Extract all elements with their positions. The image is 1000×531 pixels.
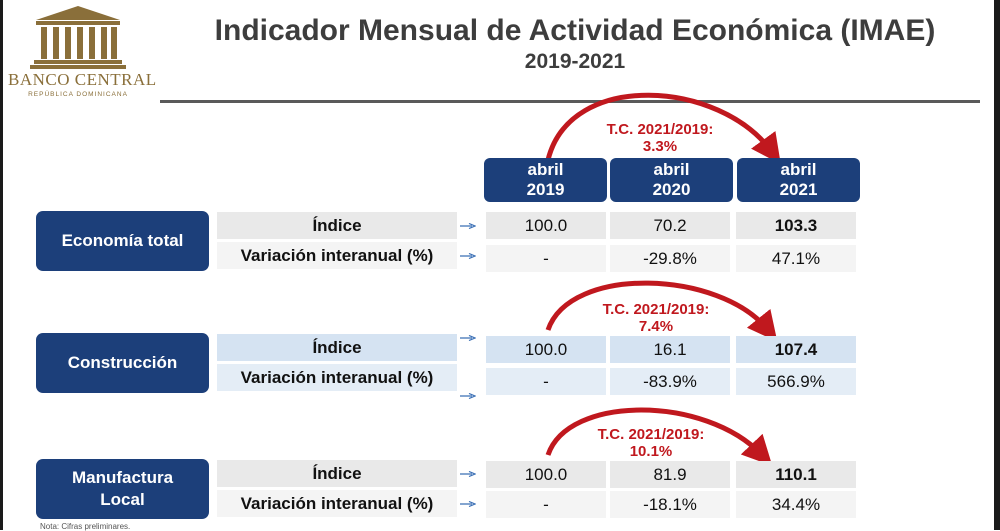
index-label: Índice: [217, 334, 457, 361]
variation-value-2020: -18.1%: [610, 491, 730, 518]
title-divider: [160, 100, 980, 103]
variation-value-2021: 566.9%: [736, 368, 856, 395]
growth-label-value: 10.1%: [629, 443, 673, 460]
index-value-2020: 81.9: [610, 461, 730, 488]
column-month: abril: [780, 160, 817, 179]
growth-label-caption: T.C. 2021/2019:: [597, 426, 705, 443]
arrow-right-icon: [460, 253, 476, 259]
sector-construccion: Construcción: [36, 333, 209, 393]
index-value-2019: 100.0: [486, 212, 606, 239]
variation-value-2019: -: [486, 368, 606, 395]
index-label: Índice: [217, 460, 457, 487]
index-label: Índice: [217, 212, 457, 239]
column-month: abril: [653, 160, 690, 179]
index-value-2021: 107.4: [736, 336, 856, 363]
column-header-2021: abril 2021: [737, 158, 860, 202]
arrow-right-icon: [460, 223, 476, 229]
growth-label-construccion: T.C. 2021/2019: 7.4%: [586, 301, 726, 335]
column-header-2019: abril 2019: [484, 158, 607, 202]
logo-subtitle: REPÚBLICA DOMINICANA: [28, 91, 128, 98]
arrow-right-icon: [460, 501, 476, 507]
logo-name: BANCO CENTRAL: [8, 70, 157, 89]
growth-label-value: 7.4%: [638, 318, 674, 335]
central-bank-logo: BANCO CENTRAL REPÚBLICA DOMINICANA: [8, 4, 157, 100]
index-value-2019: 100.0: [486, 461, 606, 488]
growth-label-caption: T.C. 2021/2019:: [602, 301, 710, 318]
variation-value-2021: 47.1%: [736, 245, 856, 272]
page-title: Indicador Mensual de Actividad Económica…: [214, 14, 936, 47]
column-header-2020: abril 2020: [610, 158, 733, 202]
arrow-right-icon: [460, 393, 476, 399]
bank-building-icon: [30, 6, 126, 69]
sector-economia-total: Economía total: [36, 211, 209, 271]
column-year: 2021: [779, 180, 818, 199]
frame-edge-left: [0, 0, 3, 530]
arrow-right-icon: [460, 471, 476, 477]
column-year: 2019: [526, 180, 565, 199]
variation-label: Variación interanual (%): [217, 242, 457, 269]
column-month: abril: [527, 160, 564, 179]
variation-value-2021: 34.4%: [736, 491, 856, 518]
growth-label-value: 3.3%: [642, 138, 678, 155]
sector-manufactura-local: Manufactura Local: [36, 459, 209, 519]
index-value-2021: 103.3: [736, 212, 856, 239]
variation-label: Variación interanual (%): [217, 490, 457, 517]
growth-label-manufactura: T.C. 2021/2019: 10.1%: [581, 426, 721, 460]
index-value-2019: 100.0: [486, 336, 606, 363]
growth-label-economia: T.C. 2021/2019: 3.3%: [590, 121, 730, 155]
frame-edge-right: [994, 0, 1000, 530]
variation-label: Variación interanual (%): [217, 364, 457, 391]
variation-value-2020: -29.8%: [610, 245, 730, 272]
column-year: 2020: [652, 180, 691, 199]
growth-label-caption: T.C. 2021/2019:: [606, 121, 714, 138]
variation-value-2019: -: [486, 491, 606, 518]
footnote: Nota: Cifras preliminares.: [40, 522, 131, 531]
variation-value-2019: -: [486, 245, 606, 272]
sector-name-line: Manufactura: [71, 468, 174, 487]
sector-name-line: Local: [100, 490, 145, 509]
index-value-2020: 70.2: [610, 212, 730, 239]
index-value-2020: 16.1: [610, 336, 730, 363]
arrow-right-icon: [460, 335, 476, 341]
variation-value-2020: -83.9%: [610, 368, 730, 395]
page-subtitle: 2019-2021: [524, 50, 626, 73]
index-value-2021: 110.1: [736, 461, 856, 488]
